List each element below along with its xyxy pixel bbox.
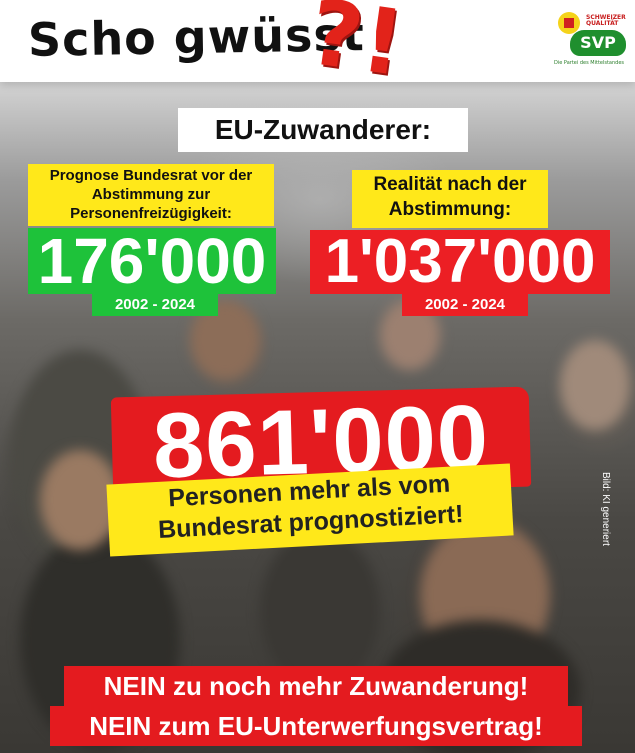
logo-sun-icon xyxy=(558,12,580,34)
slogan-line-2: NEIN zum EU-Unterwerfungsvertrag! xyxy=(50,706,582,746)
slogan-line-1: NEIN zu noch mehr Zuwanderung! xyxy=(64,666,568,706)
forecast-period: 2002 - 2024 xyxy=(92,294,218,316)
logo-tagline: Die Partei des Mittelstandes xyxy=(554,60,625,66)
reality-label: Realität nach der Abstimmung: xyxy=(352,170,548,228)
svp-logo: SCHWEIZER QUALITÄT SVP Die Partei des Mi… xyxy=(548,12,628,74)
exclamation-question-mark: ?! xyxy=(303,0,411,97)
logo-brand: SVP xyxy=(570,30,626,56)
forecast-value: 176'000 xyxy=(28,228,276,294)
reality-value: 1'037'000 xyxy=(310,230,610,294)
header-bar: Scho gwüsst ?! SCHWEIZER QUALITÄT SVP Di… xyxy=(0,0,635,97)
image-credit: Bild: KI generiert xyxy=(600,472,611,546)
logo-slogan: SCHWEIZER QUALITÄT xyxy=(586,14,626,27)
forecast-label: Prognose Bundesrat vor der Abstimmung zu… xyxy=(28,164,274,226)
topic-label: EU-Zuwanderer: xyxy=(178,108,468,152)
reality-period: 2002 - 2024 xyxy=(402,294,528,316)
